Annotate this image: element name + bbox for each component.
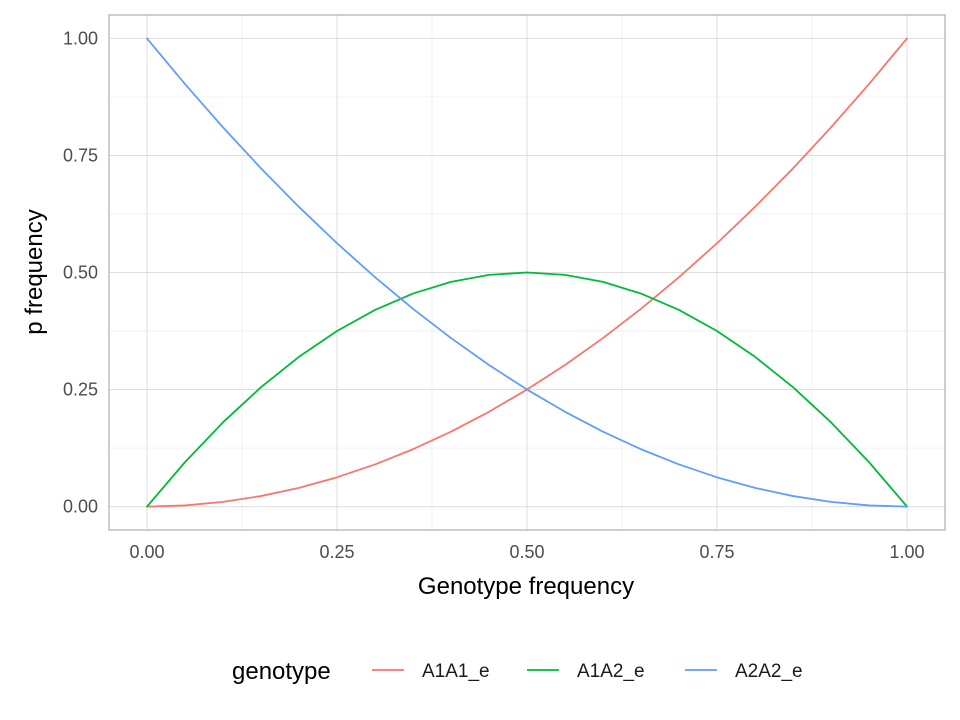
y-tick-label: 0.75 — [63, 145, 98, 165]
x-axis-title: Genotype frequency — [418, 573, 634, 600]
x-tick-label: 0.25 — [319, 542, 354, 562]
x-tick-label: 1.00 — [889, 542, 924, 562]
y-tick-label: 0.00 — [63, 497, 98, 517]
x-axis-ticks: 0.00 0.25 0.50 0.75 1.00 — [129, 542, 924, 562]
series-line-a1a2-e — [146, 271, 908, 508]
y-tick-label: 0.50 — [63, 263, 98, 283]
y-axis-ticks: 0.00 0.25 0.50 0.75 1.00 — [63, 28, 98, 516]
y-tick-label: 1.00 — [63, 28, 98, 48]
legend: genotype A1A1_e A1A2_e A2A2_e — [232, 658, 803, 685]
legend-label: A1A2_e — [577, 661, 645, 682]
series-line-a2a2-e — [146, 37, 908, 508]
x-tick-label: 0.00 — [129, 542, 164, 562]
legend-title: genotype — [232, 658, 331, 685]
x-tick-label: 0.75 — [699, 542, 734, 562]
series-lines — [146, 37, 908, 508]
y-tick-label: 0.25 — [63, 380, 98, 400]
panel-border — [108, 14, 946, 531]
x-tick-label: 0.50 — [509, 542, 544, 562]
legend-label: A2A2_e — [735, 661, 803, 682]
legend-label: A1A1_e — [422, 661, 490, 682]
major-gridlines — [109, 15, 945, 530]
y-axis-title: p frequency — [21, 209, 48, 334]
